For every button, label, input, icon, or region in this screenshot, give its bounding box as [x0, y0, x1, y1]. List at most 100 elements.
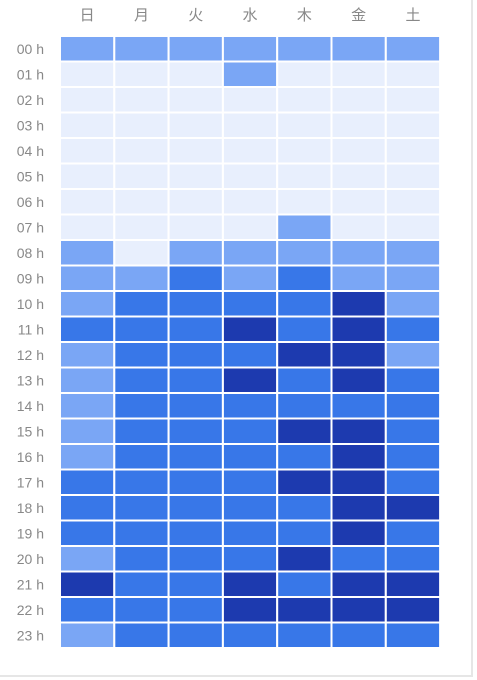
heatmap-cell[interactable] [384, 341, 442, 369]
heatmap-cell[interactable] [221, 417, 279, 445]
heatmap-cell[interactable] [330, 137, 387, 165]
heatmap-cell[interactable] [59, 162, 116, 190]
heatmap-cell[interactable] [167, 111, 224, 139]
heatmap-cell[interactable] [276, 468, 333, 496]
heatmap-cell[interactable] [330, 290, 387, 318]
heatmap-cell[interactable] [167, 570, 224, 598]
heatmap-cell[interactable] [276, 162, 333, 190]
heatmap-cell[interactable] [384, 111, 442, 139]
heatmap-cell[interactable] [113, 366, 170, 394]
heatmap-cell[interactable] [167, 188, 224, 216]
heatmap-cell[interactable] [276, 264, 333, 292]
heatmap-cell[interactable] [59, 264, 116, 292]
heatmap-cell[interactable] [221, 213, 279, 241]
heatmap-cell[interactable] [276, 570, 333, 598]
heatmap-cell[interactable] [113, 519, 170, 547]
heatmap-cell[interactable] [384, 290, 442, 318]
heatmap-cell[interactable] [59, 111, 116, 139]
heatmap-cell[interactable] [113, 290, 170, 318]
heatmap-cell[interactable] [276, 315, 333, 343]
heatmap-cell[interactable] [167, 443, 224, 471]
heatmap-cell[interactable] [113, 494, 170, 522]
heatmap-cell[interactable] [221, 468, 279, 496]
heatmap-cell[interactable] [221, 570, 279, 598]
heatmap-cell[interactable] [59, 366, 116, 394]
heatmap-cell[interactable] [113, 60, 170, 88]
heatmap-cell[interactable] [221, 315, 279, 343]
heatmap-cell[interactable] [384, 519, 442, 547]
heatmap-cell[interactable] [221, 162, 279, 190]
heatmap-cell[interactable] [113, 468, 170, 496]
heatmap-cell[interactable] [384, 468, 442, 496]
heatmap-cell[interactable] [167, 137, 224, 165]
heatmap-cell[interactable] [59, 417, 116, 445]
heatmap-cell[interactable] [113, 239, 170, 267]
heatmap-cell[interactable] [276, 111, 333, 139]
heatmap-cell[interactable] [330, 596, 387, 624]
heatmap-cell[interactable] [167, 596, 224, 624]
heatmap-cell[interactable] [276, 545, 333, 573]
heatmap-cell[interactable] [330, 111, 387, 139]
heatmap-cell[interactable] [384, 494, 442, 522]
heatmap-cell[interactable] [113, 417, 170, 445]
heatmap-cell[interactable] [276, 417, 333, 445]
heatmap-cell[interactable] [221, 366, 279, 394]
heatmap-cell[interactable] [113, 315, 170, 343]
heatmap-cell[interactable] [384, 443, 442, 471]
heatmap-cell[interactable] [276, 60, 333, 88]
heatmap-cell[interactable] [113, 596, 170, 624]
heatmap-cell[interactable] [221, 35, 279, 63]
heatmap-cell[interactable] [113, 86, 170, 114]
heatmap-cell[interactable] [330, 86, 387, 114]
heatmap-cell[interactable] [384, 60, 442, 88]
heatmap-cell[interactable] [59, 519, 116, 547]
heatmap-cell[interactable] [330, 341, 387, 369]
heatmap-cell[interactable] [167, 494, 224, 522]
heatmap-cell[interactable] [113, 545, 170, 573]
heatmap-cell[interactable] [59, 60, 116, 88]
heatmap-cell[interactable] [113, 35, 170, 63]
heatmap-cell[interactable] [167, 366, 224, 394]
heatmap-cell[interactable] [276, 494, 333, 522]
heatmap-cell[interactable] [221, 137, 279, 165]
heatmap-cell[interactable] [276, 366, 333, 394]
heatmap-cell[interactable] [59, 443, 116, 471]
heatmap-cell[interactable] [384, 188, 442, 216]
heatmap-cell[interactable] [167, 468, 224, 496]
heatmap-cell[interactable] [276, 86, 333, 114]
heatmap-cell[interactable] [384, 417, 442, 445]
heatmap-cell[interactable] [59, 494, 116, 522]
heatmap-cell[interactable] [384, 621, 442, 649]
heatmap-cell[interactable] [330, 188, 387, 216]
heatmap-cell[interactable] [59, 570, 116, 598]
heatmap-cell[interactable] [330, 570, 387, 598]
heatmap-cell[interactable] [221, 443, 279, 471]
heatmap-cell[interactable] [384, 392, 442, 420]
heatmap-cell[interactable] [59, 468, 116, 496]
heatmap-cell[interactable] [221, 290, 279, 318]
heatmap-cell[interactable] [59, 290, 116, 318]
heatmap-cell[interactable] [384, 545, 442, 573]
heatmap-cell[interactable] [276, 443, 333, 471]
heatmap-cell[interactable] [113, 111, 170, 139]
heatmap-cell[interactable] [221, 111, 279, 139]
heatmap-cell[interactable] [330, 35, 387, 63]
heatmap-cell[interactable] [113, 392, 170, 420]
heatmap-cell[interactable] [384, 35, 442, 63]
heatmap-cell[interactable] [276, 213, 333, 241]
heatmap-cell[interactable] [384, 137, 442, 165]
heatmap-cell[interactable] [330, 315, 387, 343]
heatmap-cell[interactable] [113, 621, 170, 649]
heatmap-cell[interactable] [384, 315, 442, 343]
heatmap-cell[interactable] [330, 60, 387, 88]
heatmap-cell[interactable] [113, 188, 170, 216]
heatmap-cell[interactable] [330, 264, 387, 292]
heatmap-cell[interactable] [221, 341, 279, 369]
heatmap-cell[interactable] [59, 315, 116, 343]
heatmap-cell[interactable] [59, 35, 116, 63]
heatmap-cell[interactable] [59, 213, 116, 241]
heatmap-cell[interactable] [59, 86, 116, 114]
heatmap-cell[interactable] [113, 570, 170, 598]
heatmap-cell[interactable] [221, 519, 279, 547]
heatmap-cell[interactable] [59, 137, 116, 165]
